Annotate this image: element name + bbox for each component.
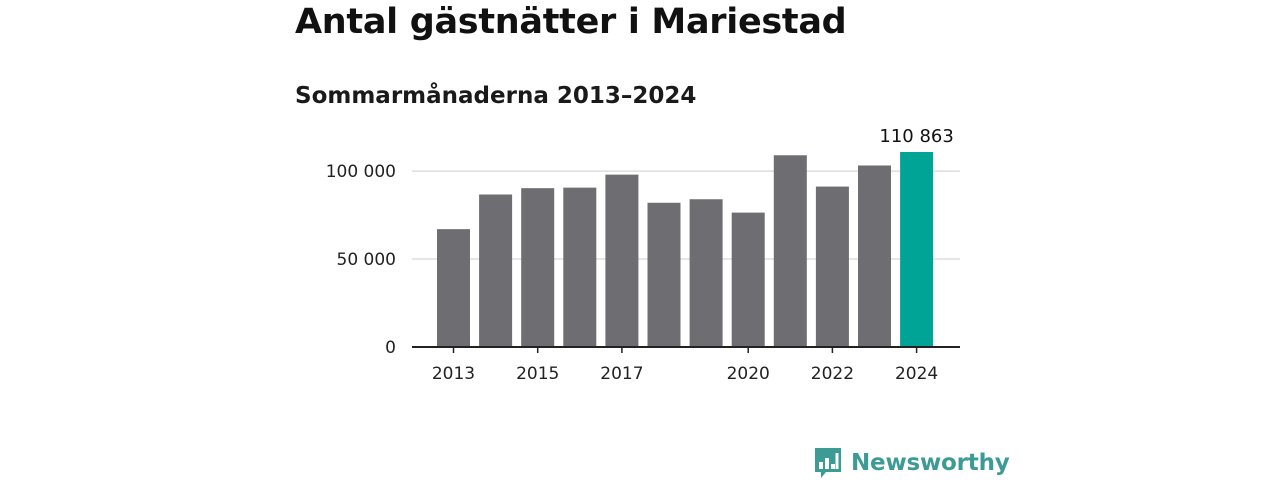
labels: 0 50 000 100 000 2013 2015 2017 2020 2022 2024 11…: [326, 126, 954, 384]
bar-chart-speech-bubble-icon: [815, 448, 841, 478]
axes: [412, 346, 960, 353]
bar-2021: [773, 155, 807, 347]
bar-2018: [647, 202, 681, 347]
x-tick-label: 2024: [895, 364, 938, 384]
data-label: 110 863: [879, 126, 953, 147]
bar-2017: [605, 174, 639, 347]
bar-2020: [731, 212, 765, 347]
bar-2019: [689, 199, 723, 347]
y-tick-label: 100 000: [326, 162, 396, 182]
bar-2023: [858, 165, 891, 347]
x-tick-label: 2017: [600, 364, 643, 384]
bar-2016: [563, 187, 597, 347]
bars: [437, 151, 934, 347]
y-tick-label: 50 000: [337, 250, 396, 270]
x-tick-label: 2020: [727, 364, 770, 384]
chart-title: Antal gästnätter i Mariestad: [295, 2, 847, 42]
bar-2014: [479, 194, 513, 347]
bar-2024: [900, 151, 934, 347]
x-tick-label: 2013: [432, 364, 475, 384]
x-tick-label: 2015: [516, 364, 559, 384]
x-tick-label: 2022: [811, 364, 854, 384]
bar-2022: [815, 186, 849, 347]
brand-name: Newsworthy: [851, 450, 1010, 476]
newsworthy-logo: Newsworthy: [813, 446, 1010, 480]
bar-2015: [521, 188, 555, 347]
chart-subtitle: Sommarmånaderna 2013–2024: [295, 83, 697, 109]
bar-2013: [437, 229, 470, 347]
y-tick-label: 0: [385, 338, 396, 358]
